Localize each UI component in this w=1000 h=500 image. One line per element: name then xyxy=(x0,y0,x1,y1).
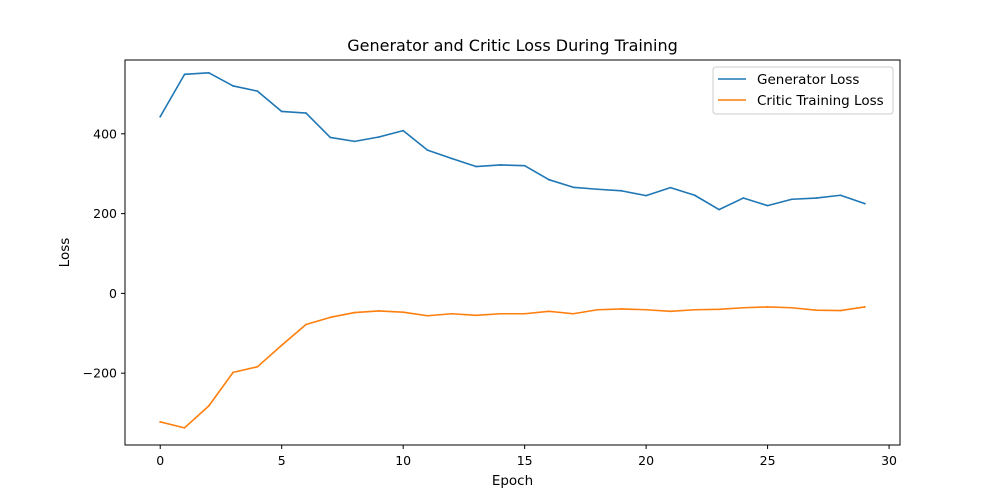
data-point-s0-26 xyxy=(790,198,793,201)
data-point-s0-0 xyxy=(159,115,162,118)
data-point-s1-5 xyxy=(280,344,283,347)
data-point-s1-26 xyxy=(790,306,793,309)
data-point-s0-11 xyxy=(426,149,429,152)
data-point-s0-12 xyxy=(450,157,453,160)
data-point-s1-11 xyxy=(426,314,429,317)
data-point-s0-3 xyxy=(232,85,235,87)
data-point-s0-1 xyxy=(183,73,186,76)
data-point-s0-20 xyxy=(645,194,648,197)
data-point-s1-19 xyxy=(620,308,623,310)
x-tick-label: 5 xyxy=(278,453,286,468)
legend-label-1: Critic Training Loss xyxy=(757,93,884,109)
data-point-s0-9 xyxy=(377,136,380,138)
x-tick-label: 0 xyxy=(156,453,164,468)
x-tick-label: 20 xyxy=(638,453,654,468)
data-point-s1-13 xyxy=(475,314,477,317)
data-point-s0-7 xyxy=(329,136,332,139)
chart-title: Generator and Critic Loss During Trainin… xyxy=(347,36,678,55)
y-axis-title: Loss xyxy=(57,238,73,268)
series-line-1 xyxy=(159,306,866,429)
data-point-s1-3 xyxy=(232,371,235,374)
data-point-s0-10 xyxy=(402,129,405,132)
data-point-s0-15 xyxy=(523,164,526,167)
x-axis-title: Epoch xyxy=(492,473,533,489)
data-point-s0-16 xyxy=(548,178,550,181)
data-point-s1-16 xyxy=(548,310,550,313)
data-point-s1-2 xyxy=(207,405,210,407)
data-point-s0-28 xyxy=(839,194,842,197)
data-point-s1-24 xyxy=(742,306,745,309)
legend-box xyxy=(712,66,894,115)
plot-frame xyxy=(124,59,901,446)
y-tick-label: −200 xyxy=(83,366,117,381)
data-point-s0-4 xyxy=(256,90,259,93)
data-point-s0-21 xyxy=(669,186,672,189)
series-line-0 xyxy=(159,71,866,211)
data-point-s1-9 xyxy=(377,310,380,312)
x-tick-label: 25 xyxy=(760,453,776,468)
data-point-s1-12 xyxy=(450,312,453,315)
data-point-s0-24 xyxy=(742,197,745,199)
data-point-s1-18 xyxy=(596,308,599,311)
data-point-s1-21 xyxy=(669,310,672,313)
data-point-s0-27 xyxy=(815,197,818,199)
data-point-s0-22 xyxy=(693,194,696,197)
y-tick-label: 400 xyxy=(93,126,117,141)
data-point-s1-22 xyxy=(693,308,696,311)
data-point-s0-18 xyxy=(596,188,599,191)
data-point-s1-14 xyxy=(499,312,502,315)
y-tick-label: 0 xyxy=(109,286,117,301)
data-point-s0-8 xyxy=(353,140,356,143)
data-point-s1-29 xyxy=(863,306,866,308)
data-point-s1-27 xyxy=(815,309,818,312)
data-point-s1-7 xyxy=(329,316,332,319)
x-tick-label: 10 xyxy=(395,453,411,468)
data-point-s1-0 xyxy=(159,420,162,423)
data-point-s1-1 xyxy=(183,426,186,429)
data-point-s0-25 xyxy=(766,204,769,207)
data-point-s1-28 xyxy=(839,309,842,312)
x-tick-label: 30 xyxy=(881,453,897,468)
legend: Generator Loss Critic Training Loss xyxy=(712,66,894,115)
y-tick-label: 200 xyxy=(93,206,117,221)
data-point-s1-17 xyxy=(572,312,575,315)
data-point-s0-5 xyxy=(280,110,283,113)
data-point-s1-20 xyxy=(645,308,648,311)
data-point-s1-4 xyxy=(256,365,259,368)
data-point-s1-10 xyxy=(402,311,405,314)
data-point-s0-14 xyxy=(499,164,502,166)
x-tick-label: 15 xyxy=(517,453,533,468)
data-point-s1-23 xyxy=(718,308,720,311)
data-point-s0-2 xyxy=(207,71,210,74)
data-point-s0-17 xyxy=(572,186,575,189)
data-point-s1-15 xyxy=(523,312,526,315)
data-point-s0-19 xyxy=(620,189,623,192)
data-point-s0-23 xyxy=(718,208,720,211)
legend-label-0: Generator Loss xyxy=(757,72,859,88)
data-point-s0-29 xyxy=(863,202,866,205)
data-point-s0-6 xyxy=(305,112,307,114)
data-point-s0-13 xyxy=(475,165,477,168)
data-point-s1-6 xyxy=(305,323,307,326)
data-point-s1-8 xyxy=(353,311,356,314)
data-point-s1-25 xyxy=(766,306,769,308)
